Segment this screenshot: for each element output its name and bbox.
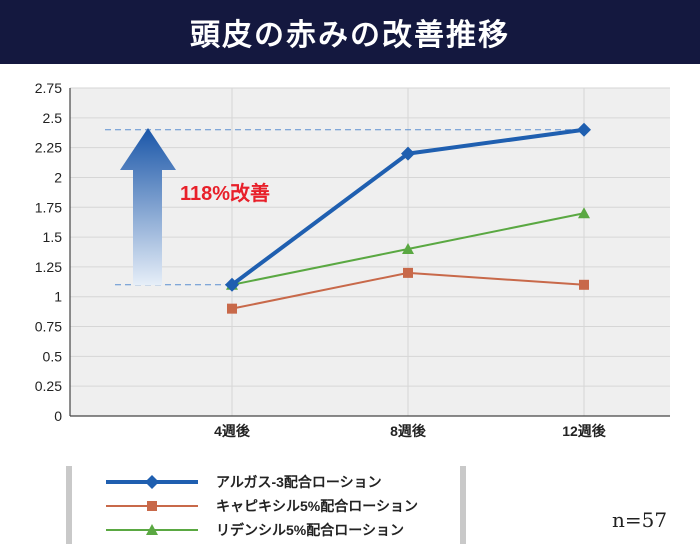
gridlines xyxy=(70,87,670,416)
y-tick-label: 2 xyxy=(54,169,62,185)
plot-area xyxy=(70,88,670,416)
x-tick-label: 12週後 xyxy=(562,423,607,439)
y-tick-label: 0 xyxy=(54,408,62,424)
legend-item-3: リデンシル5%配合ローション xyxy=(106,520,404,540)
data-point-diamond xyxy=(577,122,591,137)
legend-label-3: リデンシル5%配合ローション xyxy=(216,522,404,538)
line-chart: 118%改善 0 0.25 0.5 0.75 1 1.25 1.5 1.75 2 2.25 2.5 2… xyxy=(35,80,670,439)
y-tick-label: 0.25 xyxy=(35,378,62,394)
legend-swatch-square xyxy=(106,501,198,511)
series-group xyxy=(225,122,591,314)
data-point-diamond xyxy=(225,277,239,292)
y-tick-label: 1.5 xyxy=(43,229,63,245)
data-point-triangle xyxy=(578,207,590,219)
legend-label-2: キャピキシル5%配合ローション xyxy=(216,498,418,514)
data-point-square xyxy=(579,279,589,290)
y-tick-label: 1.25 xyxy=(35,259,62,275)
legend: アルガス-3配合ローション キャピキシル5%配合ローション リデンシル5%配合ロ… xyxy=(66,466,466,544)
x-tick-label: 4週後 xyxy=(214,423,251,439)
data-point-square xyxy=(403,267,413,278)
y-tick-label: 2.75 xyxy=(35,80,62,96)
y-tick-label: 0.5 xyxy=(43,348,63,364)
improvement-label: 118%改善 xyxy=(180,181,270,205)
legend-label-1: アルガス-3配合ローション xyxy=(216,474,382,490)
y-tick-label: 0.75 xyxy=(35,319,62,335)
y-tick-label: 2.25 xyxy=(35,140,62,156)
y-tick-label: 2.5 xyxy=(43,110,63,126)
x-tick-label: 8週後 xyxy=(390,423,427,439)
title-banner: 頭皮の赤みの改善推移 xyxy=(0,0,700,64)
sample-size-label: n=57 xyxy=(612,508,668,532)
legend-item-2: キャピキシル5%配合ローション xyxy=(106,496,418,516)
legend-swatch-triangle xyxy=(106,524,198,535)
up-arrow-icon xyxy=(120,128,176,285)
data-point-square xyxy=(227,303,237,314)
legend-item-1: アルガス-3配合ローション xyxy=(106,472,382,492)
data-point-diamond xyxy=(401,146,415,161)
legend-swatch-diamond xyxy=(106,475,198,489)
y-tick-label: 1 xyxy=(54,289,62,305)
data-point-triangle xyxy=(402,243,414,255)
y-tick-label: 1.75 xyxy=(35,199,62,215)
improvement-arrow xyxy=(120,128,176,285)
axes: 0 0.25 0.5 0.75 1 1.25 1.5 1.75 2 2.25 2.5 2.75 4週後 8… xyxy=(35,80,670,439)
chart-title: 頭皮の赤みの改善推移 xyxy=(190,18,510,53)
